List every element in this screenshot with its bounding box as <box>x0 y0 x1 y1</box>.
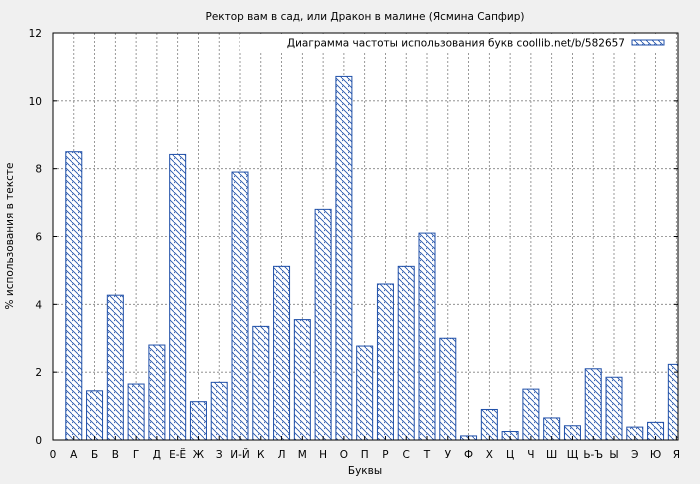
bar-В <box>106 294 124 441</box>
bar-Ь-Ъ <box>584 368 602 441</box>
bar-Л <box>273 265 291 441</box>
x-tick-label: И-Й <box>230 448 250 461</box>
bar-Д <box>148 344 166 441</box>
y-tick-label: 0 <box>35 435 42 447</box>
bar-Ч <box>522 388 540 441</box>
x-tick-label: Е-Ё <box>169 448 186 461</box>
x-origin-label: 0 <box>50 449 57 461</box>
legend-label: Диаграмма частоты использования букв coo… <box>287 38 625 50</box>
y-tick-label: 8 <box>35 164 42 176</box>
legend: Диаграмма частоты использования букв coo… <box>240 34 674 51</box>
y-axis: 0 2 4 6 8 10 12 <box>29 28 678 447</box>
x-tick-label: Х <box>486 449 493 461</box>
bar-П <box>356 345 374 441</box>
bar-К <box>252 325 270 441</box>
bar-Я <box>667 363 679 441</box>
x-tick-label: Т <box>423 449 431 461</box>
bar-З <box>210 381 228 441</box>
y-tick-label: 10 <box>29 96 42 108</box>
chart-title: Ректор вам в сад, или Дракон в малине (Я… <box>205 11 524 23</box>
x-tick-label: Э <box>631 449 638 461</box>
x-tick-label: Н <box>319 449 327 461</box>
x-tick-label: К <box>257 449 265 461</box>
y-tick-label: 2 <box>35 367 42 379</box>
x-tick-label: Я <box>673 449 680 461</box>
legend-swatch <box>631 39 665 46</box>
x-tick-label: С <box>403 449 410 461</box>
bar-У <box>439 337 457 441</box>
x-tick-label: Ю <box>650 449 661 461</box>
x-tick-label: Ц <box>506 449 514 461</box>
bar-С <box>397 265 415 441</box>
x-tick-label: Ы <box>609 449 618 461</box>
x-tick-label: Щ <box>567 449 579 461</box>
x-tick-label: Л <box>278 449 286 461</box>
x-tick-label: Ш <box>546 449 557 461</box>
x-tick-label: Р <box>382 449 388 461</box>
y-tick-label: 4 <box>35 299 42 311</box>
y-tick-label: 6 <box>35 232 42 244</box>
y-tick-label: 12 <box>29 28 42 40</box>
bar-Б <box>86 390 104 441</box>
bar-О <box>335 75 353 441</box>
bar-Х <box>480 408 498 441</box>
bar-Н <box>314 208 332 441</box>
x-axis-label: Буквы <box>348 465 382 477</box>
x-tick-label: Ж <box>193 449 205 461</box>
x-tick-label: В <box>112 449 119 461</box>
legend-background <box>240 34 674 51</box>
x-tick-label: Ф <box>464 449 473 461</box>
x-axis: 0 А Б В Г Д Е-Ё Ж З И-Й К Л М Н О П Р С Т У Ф Х Ц Ч Ш Щ Ь-Ъ Ы Э Ю Я <box>50 436 680 461</box>
bar-Т <box>418 232 436 441</box>
x-tick-label: А <box>70 449 78 461</box>
x-tick-label: О <box>340 449 348 461</box>
x-tick-label: Ч <box>527 449 534 461</box>
x-tick-label: Д <box>153 449 161 461</box>
bar-Ы <box>605 376 623 441</box>
y-axis-label: % использования в тексте <box>4 163 16 310</box>
bar-А <box>65 151 83 441</box>
bar-Р <box>376 283 394 441</box>
x-tick-label: У <box>445 449 452 461</box>
x-tick-label: П <box>361 449 369 461</box>
bar-Г <box>127 383 145 441</box>
x-tick-label: З <box>216 449 223 461</box>
bar-Е-Ё <box>169 153 187 441</box>
x-tick-label: Г <box>133 449 139 461</box>
x-tick-label: Б <box>91 449 98 461</box>
bar-И-Й <box>231 171 249 441</box>
bar-Ж <box>189 401 207 441</box>
x-tick-label: М <box>298 449 307 461</box>
x-tick-label: Ь-Ъ <box>583 449 603 461</box>
bar-М <box>293 319 311 441</box>
